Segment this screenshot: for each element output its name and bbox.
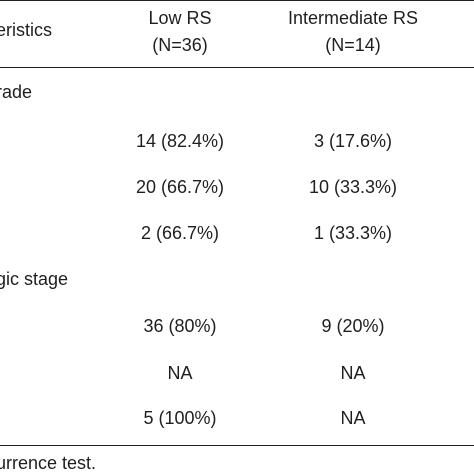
- table-cell: 36 (80%): [143, 316, 217, 336]
- table-cell: NA: [340, 363, 366, 383]
- table-cell: 20 (66.7%): [135, 177, 225, 197]
- table-cell: 10 (33.3%): [308, 177, 398, 197]
- table-cell: 1 (33.3%): [313, 223, 393, 243]
- table-cell: NA: [340, 408, 366, 428]
- table-cell: 2 (66.7%): [140, 223, 220, 243]
- table-cell: 9 (20%): [321, 316, 385, 336]
- table-cell: 14 (82.4%): [135, 131, 225, 151]
- header-characteristics: eristics: [0, 20, 53, 40]
- header-low-rs-title: Low RS: [148, 8, 212, 28]
- table-footnote: urrence test.: [0, 453, 97, 473]
- header-intermediate-rs-title: Intermediate RS: [287, 8, 419, 28]
- table-header-rule: [0, 67, 474, 68]
- table-cell: 3 (17.6%): [313, 131, 393, 151]
- header-low-rs-n: (N=36): [152, 35, 208, 55]
- section-label-stage: gic stage: [0, 269, 69, 289]
- table-top-rule: [0, 0, 474, 1]
- header-intermediate-rs-n: (N=14): [325, 35, 381, 55]
- section-label-grade: rade: [0, 82, 33, 102]
- table-cell: 5 (100%): [143, 408, 217, 428]
- table-cell: NA: [167, 363, 193, 383]
- table-bottom-rule: [0, 445, 474, 446]
